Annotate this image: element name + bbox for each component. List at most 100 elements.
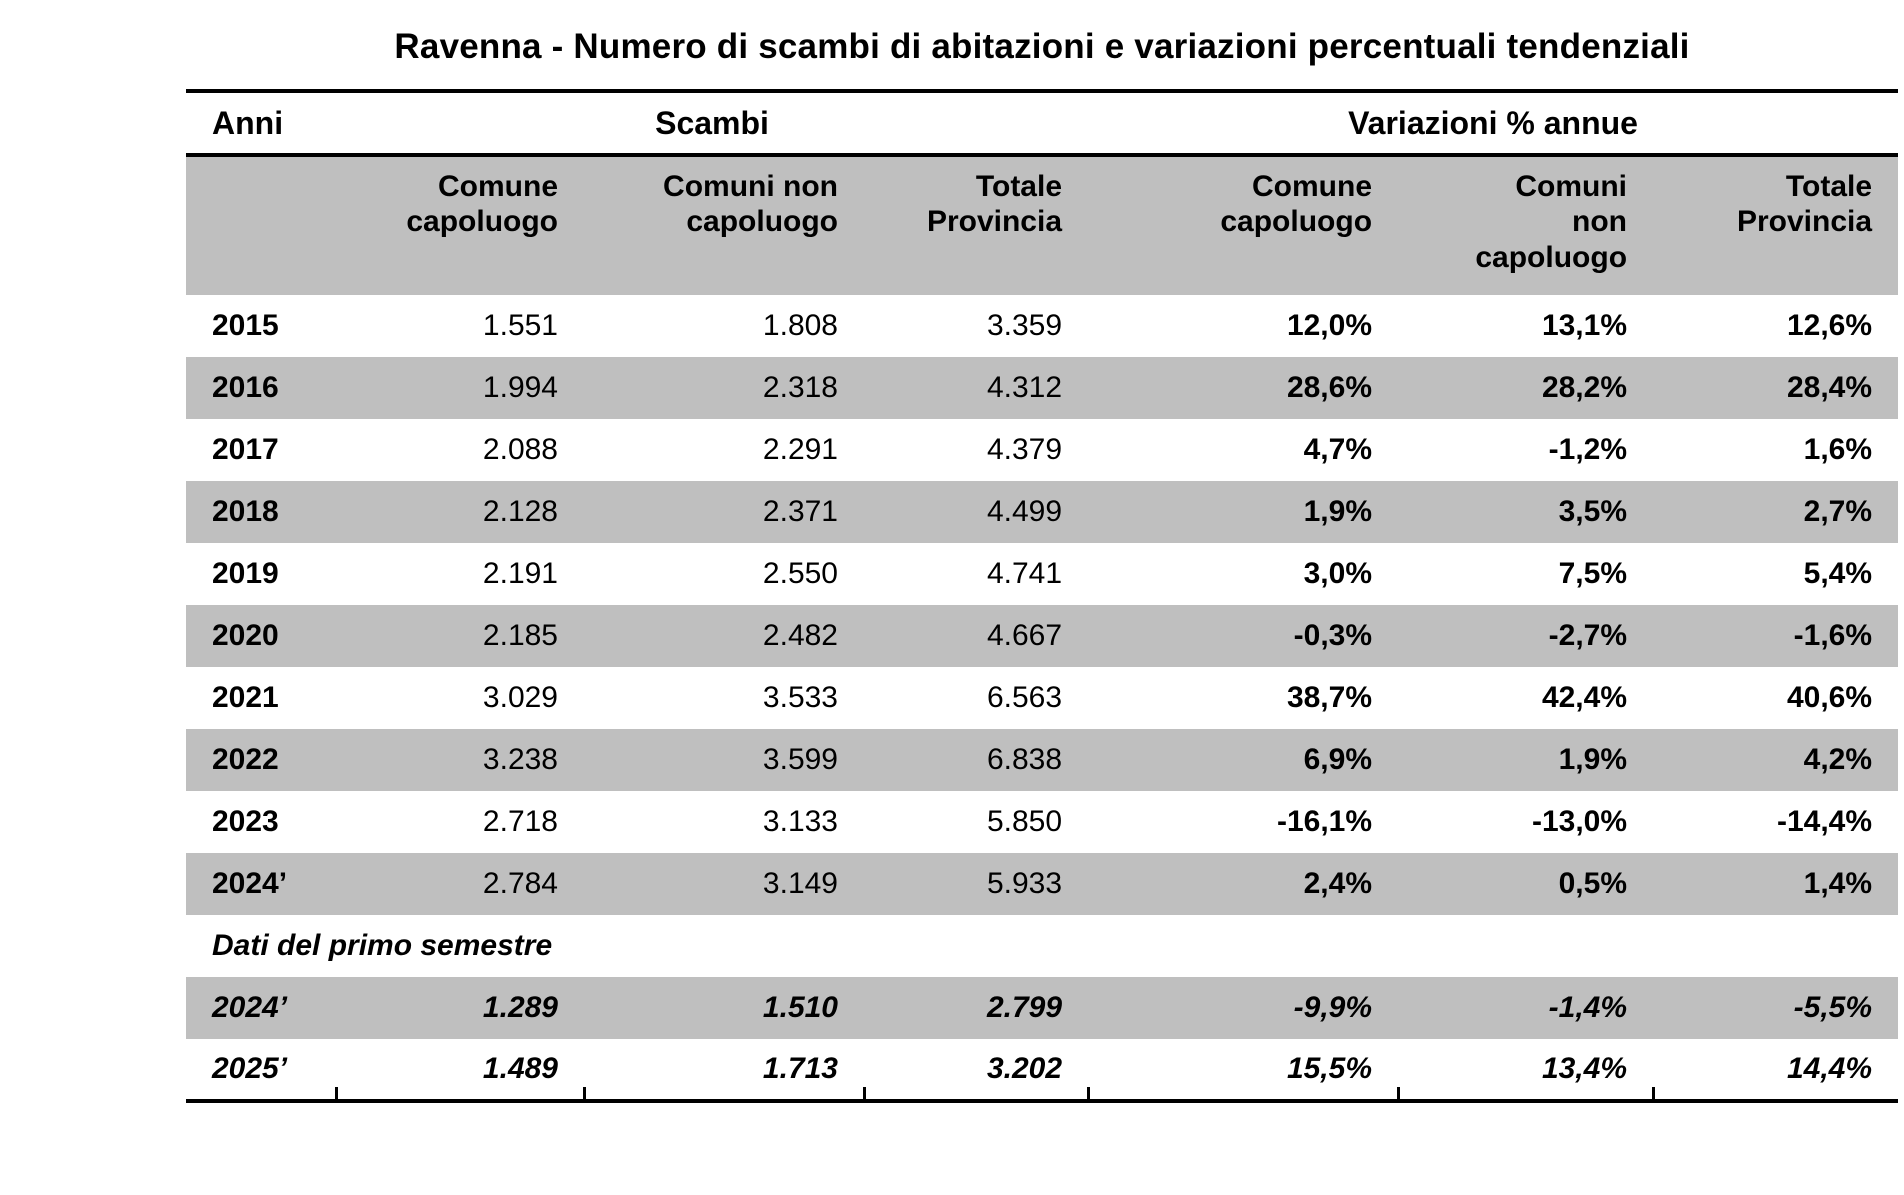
- year-cell: 2023: [212, 805, 279, 838]
- column-header-variazioni-0: Comune capoluogo: [1088, 155, 1399, 295]
- variazione-value-cell: 12,0%: [1286, 309, 1373, 342]
- scambi-value-cell: 2.291: [762, 433, 838, 466]
- year-cell: 2017: [212, 433, 279, 466]
- scambi-value-cell: 1.713: [583, 1039, 864, 1103]
- column-header-scambi-1: Comuni non capoluogo: [584, 155, 864, 295]
- variazione-value-cell: -0,3%: [1088, 605, 1399, 667]
- table-row: 2018 2.128 2.371 4.499 1,9% 3,5% 2,7%: [186, 481, 1899, 543]
- scambi-value-cell: 3.133: [762, 805, 838, 838]
- variazione-value-cell: 28,4%: [1653, 357, 1899, 419]
- scambi-value-cell: 2.191: [482, 557, 558, 590]
- variazione-value-cell: 28,2%: [1398, 357, 1654, 419]
- variazione-value-cell: -14,4%: [1776, 805, 1873, 838]
- column-header-variazioni-1: Comuni non capoluogo: [1398, 155, 1654, 295]
- table-row: 2021 3.029 3.533 6.563 38,7% 42,4% 40,6%: [186, 667, 1898, 729]
- variazione-value-cell: -16,1%: [1276, 805, 1373, 838]
- year-cell: 2019: [212, 557, 279, 590]
- scambi-value-cell: 1.808: [762, 309, 838, 342]
- year-cell: 2021: [212, 681, 279, 714]
- variazione-value-cell: 13,1%: [1541, 309, 1628, 342]
- anni-subheader-spacer: [186, 155, 336, 295]
- scambi-group-header: Scambi: [336, 89, 1089, 157]
- variazione-value-cell: 40,6%: [1786, 681, 1873, 714]
- variazione-value-cell: 3,5%: [1398, 481, 1654, 543]
- year-cell: 2015: [212, 309, 279, 342]
- table-row: 2022 3.238 3.599 6.838 6,9% 1,9% 4,2%: [186, 729, 1899, 791]
- scambi-value-cell: 2.185: [336, 605, 584, 667]
- scambi-value-cell: 6.838: [864, 729, 1089, 791]
- variazione-value-cell: 2,7%: [1653, 481, 1899, 543]
- section-row: Dati del primo semestre: [186, 915, 1899, 977]
- scambi-value-cell: 2.371: [584, 481, 864, 543]
- variazione-value-cell: 38,7%: [1286, 681, 1373, 714]
- scambi-value-cell: 2.718: [482, 805, 558, 838]
- year-cell: 2024’: [186, 853, 336, 915]
- variazione-value-cell: 2,4%: [1088, 853, 1399, 915]
- variazione-value-cell: 14,4%: [1652, 1039, 1899, 1103]
- variazione-value-cell: 13,4%: [1397, 1039, 1654, 1103]
- year-cell: 2022: [186, 729, 336, 791]
- variazione-value-cell: -1,4%: [1398, 977, 1654, 1039]
- group-header-row: Anni Scambi Variazioni % annue: [186, 89, 1899, 157]
- table-row: 2023 2.718 3.133 5.850 -16,1% -13,0% -14,4%: [186, 791, 1898, 853]
- scambi-value-cell: 3.599: [584, 729, 864, 791]
- variazione-value-cell: 6,9%: [1088, 729, 1399, 791]
- scambi-value-cell: 4.312: [864, 357, 1089, 419]
- report-page: Ravenna - Numero di scambi di abitazioni…: [0, 27, 1904, 1103]
- variazione-value-cell: 12,6%: [1786, 309, 1873, 342]
- scambi-value-cell: 3.533: [762, 681, 838, 714]
- scambi-value-cell: 3.029: [482, 681, 558, 714]
- variazione-value-cell: 28,6%: [1088, 357, 1399, 419]
- variazione-value-cell: 15,5%: [1087, 1039, 1399, 1103]
- variazione-value-cell: 42,4%: [1541, 681, 1628, 714]
- scambi-value-cell: 1.289: [336, 977, 584, 1039]
- variazione-value-cell: 5,4%: [1803, 557, 1873, 590]
- scambi-value-cell: 2.799: [864, 977, 1089, 1039]
- scambi-value-cell: 4.667: [864, 605, 1089, 667]
- variazione-value-cell: -1,2%: [1548, 433, 1628, 466]
- variazione-value-cell: 4,7%: [1303, 433, 1373, 466]
- variazioni-group-header: Variazioni % annue: [1088, 89, 1899, 157]
- variazione-value-cell: 7,5%: [1558, 557, 1628, 590]
- scambi-value-cell: 6.563: [986, 681, 1063, 714]
- scambi-value-cell: 4.741: [986, 557, 1063, 590]
- year-cell: 2024’: [186, 977, 336, 1039]
- housing-sales-table: Anni Scambi Variazioni % annue Comune ca…: [186, 89, 1899, 1103]
- table-row: 2015 1.551 1.808 3.359 12,0% 13,1% 12,6%: [186, 295, 1898, 357]
- scambi-value-cell: 2.550: [762, 557, 838, 590]
- column-header-scambi-0: Comune capoluogo: [336, 155, 584, 295]
- variazione-value-cell: 3,0%: [1303, 557, 1373, 590]
- variazione-value-cell: 4,2%: [1653, 729, 1899, 791]
- year-cell: 2018: [186, 481, 336, 543]
- scambi-value-cell: 5.850: [986, 805, 1063, 838]
- year-cell: 2025’: [186, 1039, 336, 1103]
- year-cell: 2016: [186, 357, 336, 419]
- anni-column-header: Anni: [186, 89, 336, 157]
- scambi-value-cell: 2.482: [584, 605, 864, 667]
- table-row: 2019 2.191 2.550 4.741 3,0% 7,5% 5,4%: [186, 543, 1898, 605]
- variazione-value-cell: 1,4%: [1653, 853, 1899, 915]
- table-row: 2025’ 1.489 1.713 3.202 15,5% 13,4% 14,4%: [186, 1039, 1899, 1103]
- variazione-value-cell: 0,5%: [1398, 853, 1654, 915]
- section-label: Dati del primo semestre: [186, 915, 1899, 977]
- variazione-value-cell: -9,9%: [1088, 977, 1399, 1039]
- scambi-value-cell: 2.318: [584, 357, 864, 419]
- table-title: Ravenna - Numero di scambi di abitazioni…: [394, 27, 1690, 66]
- table-row: 2017 2.088 2.291 4.379 4,7% -1,2% 1,6%: [186, 419, 1898, 481]
- variazione-value-cell: 1,6%: [1803, 433, 1873, 466]
- scambi-value-cell: 2.128: [336, 481, 584, 543]
- year-cell: 2020: [186, 605, 336, 667]
- scambi-value-cell: 1.994: [336, 357, 584, 419]
- variazione-value-cell: -5,5%: [1653, 977, 1899, 1039]
- column-header-variazioni-2: Totale Provincia: [1653, 155, 1899, 295]
- table-row: 2024’ 1.289 1.510 2.799 -9,9% -1,4% -5,5%: [186, 977, 1899, 1039]
- variazione-value-cell: 1,9%: [1398, 729, 1654, 791]
- scambi-value-cell: 5.933: [864, 853, 1089, 915]
- scambi-value-cell: 4.499: [864, 481, 1089, 543]
- variazione-value-cell: -1,6%: [1653, 605, 1899, 667]
- scambi-value-cell: 1.510: [584, 977, 864, 1039]
- scambi-value-cell: 1.551: [482, 309, 558, 342]
- table-row: 2020 2.185 2.482 4.667 -0,3% -2,7% -1,6%: [186, 605, 1899, 667]
- table-row: 2024’ 2.784 3.149 5.933 2,4% 0,5% 1,4%: [186, 853, 1899, 915]
- variazione-value-cell: -2,7%: [1398, 605, 1654, 667]
